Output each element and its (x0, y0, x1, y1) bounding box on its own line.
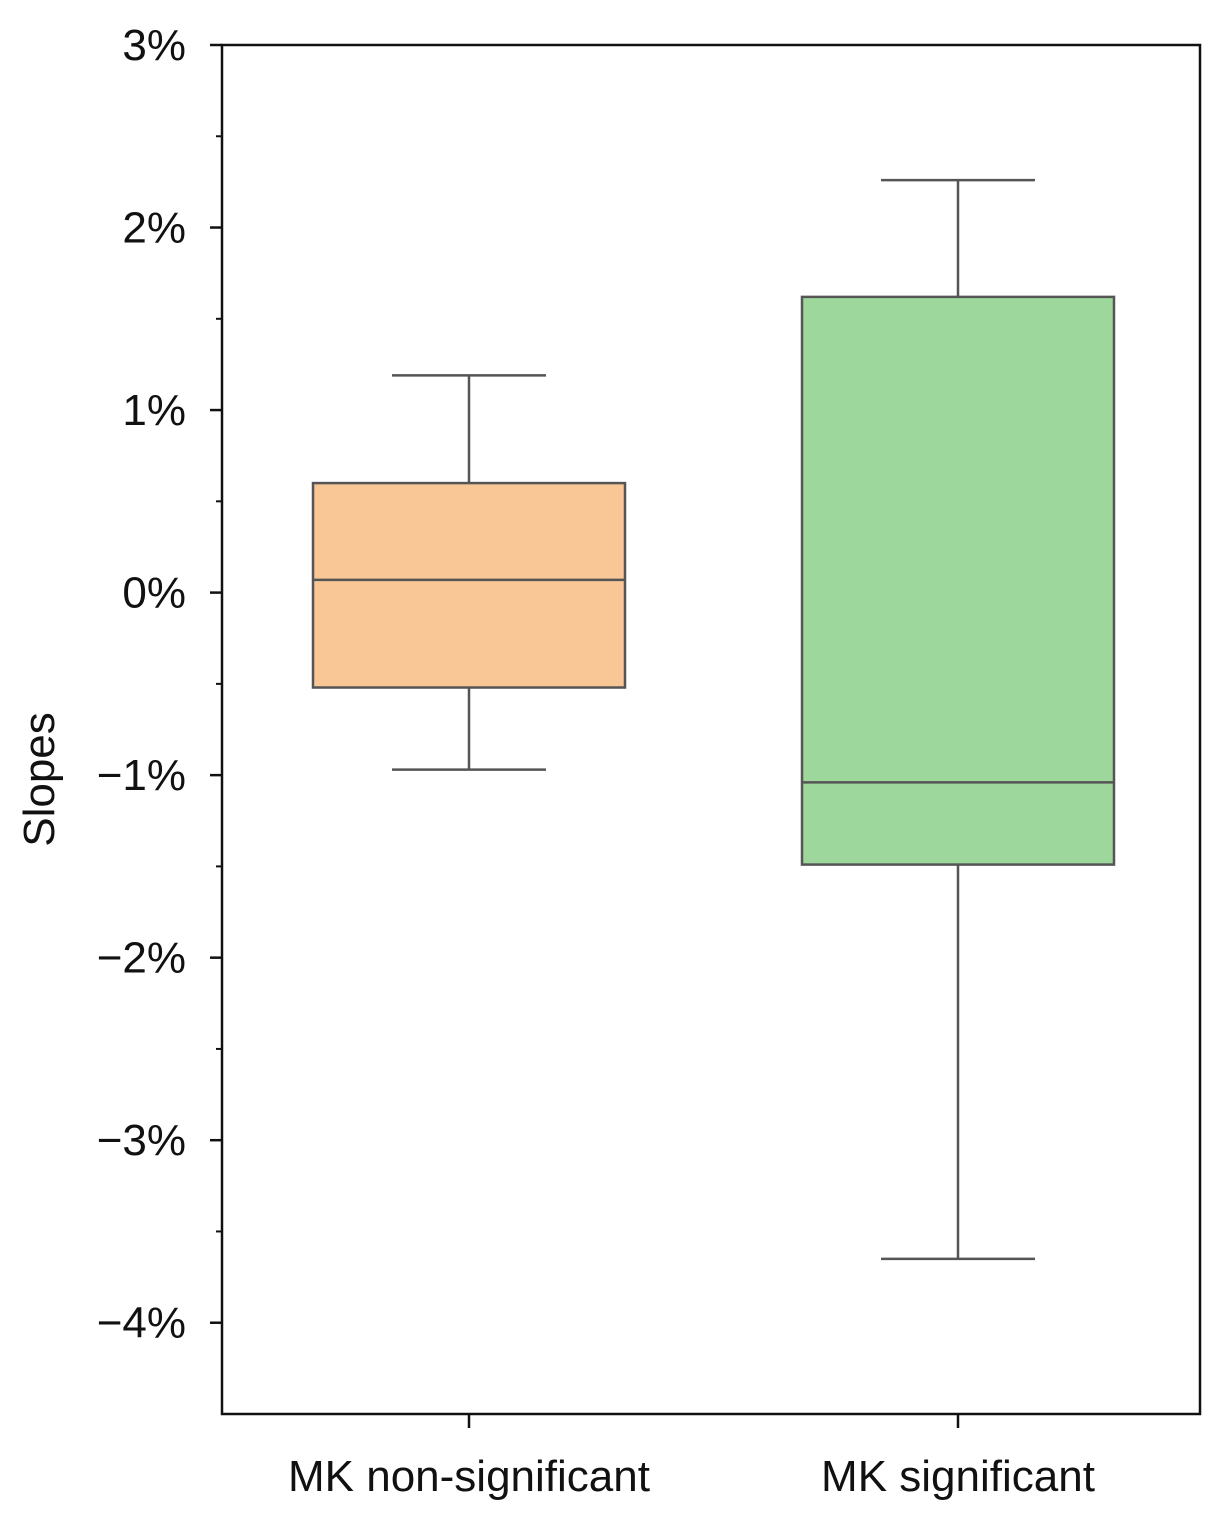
y-tick-label: 0% (122, 569, 186, 618)
y-axis-title: Slopes (15, 712, 64, 847)
y-tick-label: 3% (122, 21, 186, 70)
y-tick-label: −1% (97, 751, 186, 800)
boxes (311, 178, 1116, 1261)
y-tick-label: −2% (97, 934, 186, 983)
x-axis: MK non-significant MK significant (288, 1414, 1095, 1501)
y-tick-label: −3% (97, 1116, 186, 1165)
y-tick-label: 2% (122, 204, 186, 253)
y-tick-label: −4% (97, 1299, 186, 1348)
iqr-box (800, 295, 1116, 866)
x-tick-label: MK non-significant (288, 1452, 650, 1501)
x-tick-label: MK significant (821, 1452, 1095, 1501)
y-axis: 3% 2% 1% 0% −1% −2% −3% −4% (97, 21, 222, 1348)
y-tick-label: 1% (122, 386, 186, 435)
box-mk-significant (800, 178, 1116, 1261)
box-mk-non-significant (311, 374, 627, 771)
iqr-box (311, 481, 627, 689)
plot-frame (220, 43, 1202, 1416)
